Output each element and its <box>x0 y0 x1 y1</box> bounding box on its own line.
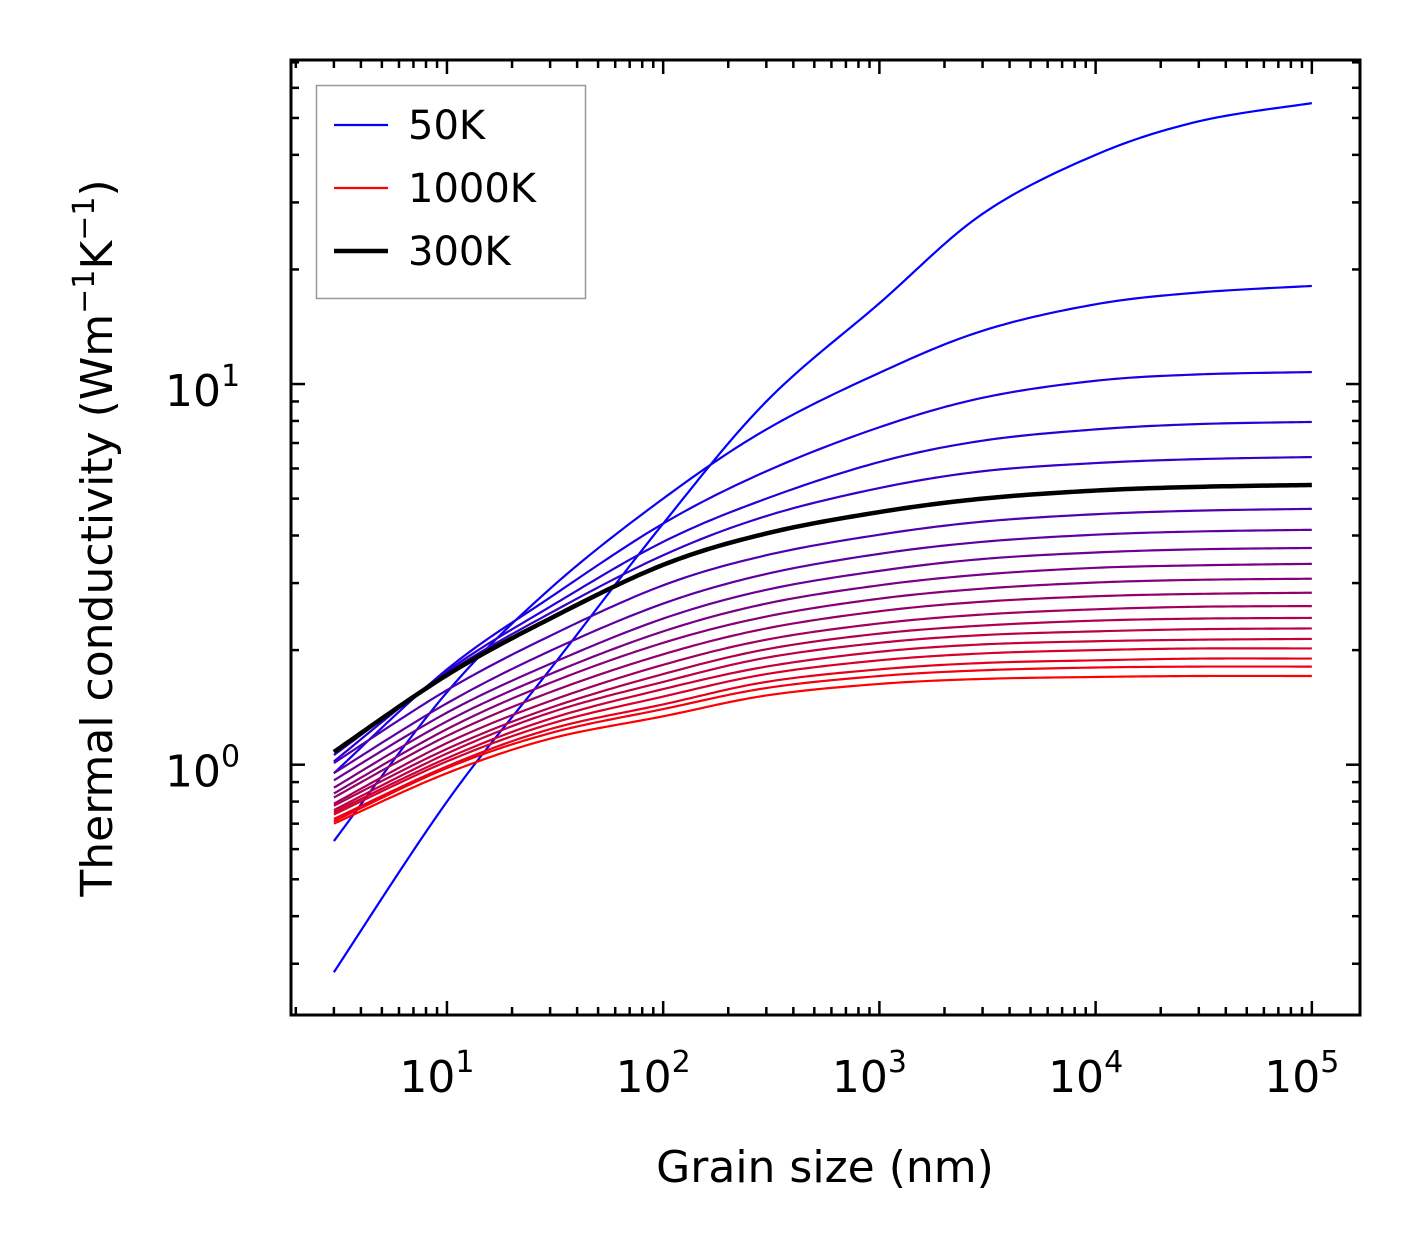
y-tick-label: 101 <box>165 359 240 417</box>
y-axis-label-exp1: −1 <box>67 270 102 314</box>
y-tick-label-base: 10 <box>165 747 221 798</box>
legend-label: 300K <box>408 229 512 275</box>
legend-entries: 50K 1000K 300K <box>334 103 538 275</box>
series-line-50K <box>332 102 1313 973</box>
series-line-800K <box>333 637 1312 814</box>
x-axis-label: Grain size (nm) <box>656 1142 994 1193</box>
series-line-650K <box>333 604 1312 805</box>
y-tick-label: 100 <box>165 740 240 798</box>
series-line-350K <box>333 507 1312 764</box>
x-tick-label-base: 10 <box>1264 1052 1320 1103</box>
legend: 50K 1000K 300K <box>315 84 587 300</box>
y-axis-label: Thermal conductivity (Wm−1K−1) <box>67 179 123 897</box>
series-line-950K <box>333 665 1312 823</box>
series-line-750K <box>333 627 1312 812</box>
y-axis-label-end: ) <box>72 179 123 196</box>
x-tick-label-exp: 2 <box>672 1045 691 1080</box>
series-line-850K <box>333 647 1312 816</box>
legend-frame <box>315 84 587 300</box>
y-tick-label-base: 10 <box>165 366 221 417</box>
series-line-250K <box>333 455 1312 756</box>
x-tick-label: 103 <box>832 1045 907 1103</box>
legend-entry-300K: 300K <box>334 229 512 275</box>
y-axis-label-mid: K <box>72 240 123 270</box>
series-line-900K <box>333 657 1312 820</box>
y-axis-label-base: Thermal conductivity (Wm <box>72 314 123 898</box>
x-tick-label-base: 10 <box>399 1052 455 1103</box>
x-tick-label-base: 10 <box>1048 1052 1104 1103</box>
series-line-550K <box>333 577 1312 795</box>
x-tick-label-base: 10 <box>832 1052 888 1103</box>
plot-frame <box>289 58 1362 1017</box>
series-line-200K <box>333 420 1312 763</box>
legend-entry-1000K: 1000K <box>334 166 538 212</box>
series-line-700K <box>333 616 1312 807</box>
x-tick-label-exp: 1 <box>455 1045 474 1080</box>
y-tick-label-exp: 0 <box>221 740 240 775</box>
x-tick-labels: 101 102 103 104 105 <box>399 1045 1339 1103</box>
x-tick-label: 104 <box>1048 1045 1123 1103</box>
x-tick-label-exp: 4 <box>1104 1045 1123 1080</box>
legend-label: 1000K <box>408 166 538 212</box>
x-tick-label-base: 10 <box>616 1052 672 1103</box>
x-tick-label-exp: 5 <box>1320 1045 1339 1080</box>
y-axis-label-exp2: −1 <box>67 197 102 241</box>
x-tick-label: 102 <box>616 1045 691 1103</box>
series-line-600K <box>333 591 1312 799</box>
x-tick-label: 101 <box>399 1045 474 1103</box>
x-tick-label-exp: 3 <box>888 1045 907 1080</box>
series-line-400K <box>333 528 1312 775</box>
series-line-150K <box>333 370 1312 774</box>
x-tick-label: 105 <box>1264 1045 1339 1103</box>
legend-entry-50K: 50K <box>334 103 487 149</box>
legend-label: 50K <box>408 103 487 149</box>
series-line-450K <box>333 546 1312 782</box>
series-line-1000K <box>333 674 1312 825</box>
series-line-500K <box>333 562 1312 789</box>
series-layer <box>332 102 1313 973</box>
series-line-300K <box>332 482 1312 754</box>
y-tick-label-exp: 1 <box>221 359 240 394</box>
